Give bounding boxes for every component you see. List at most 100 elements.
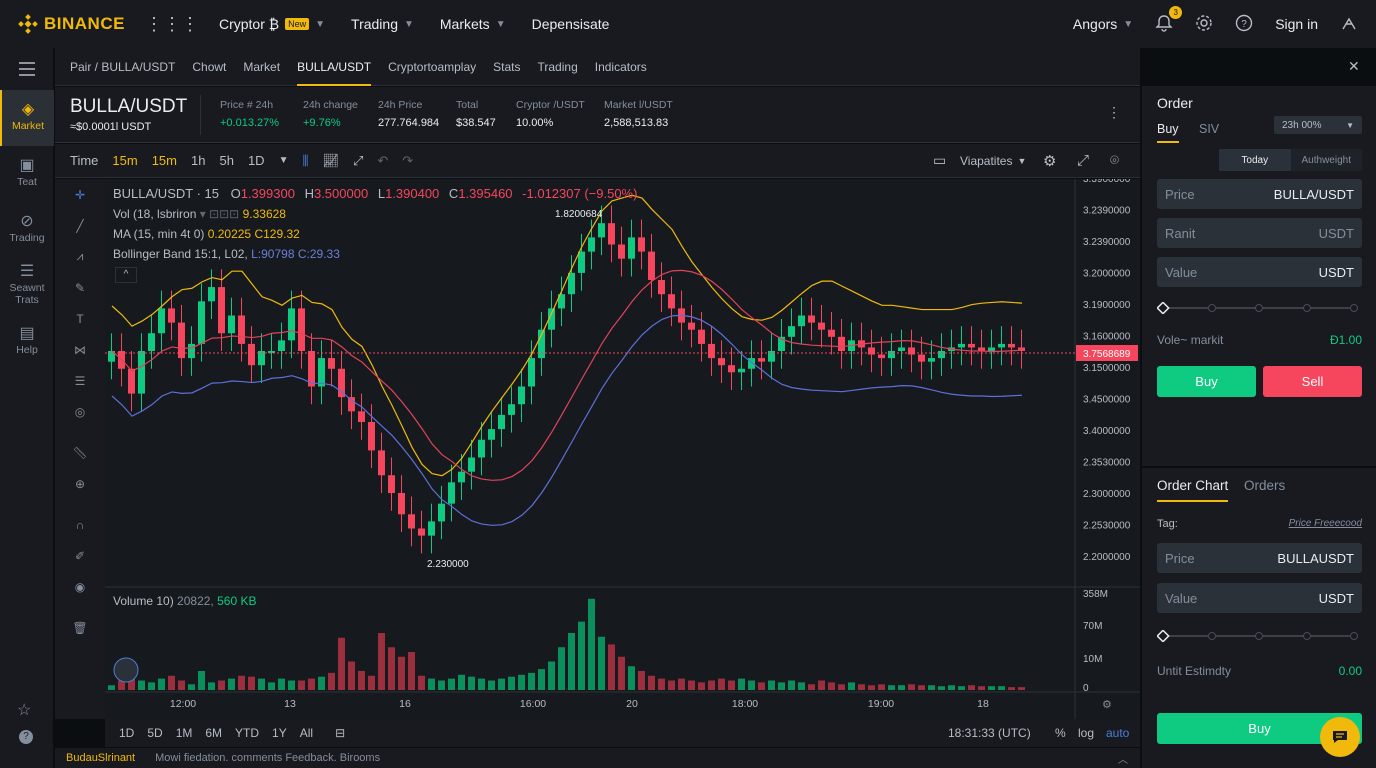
hamburger-menu-icon[interactable] (0, 48, 54, 90)
candle-body (348, 397, 355, 412)
nav-trading[interactable]: Trading ▼ (351, 16, 414, 32)
date-range-icon[interactable]: ⊟ (335, 726, 346, 740)
notification-bell-icon[interactable]: 3 (1155, 5, 1183, 35)
tab-trading[interactable]: Trading (537, 59, 578, 74)
fib-icon[interactable]: ⩘ (76, 249, 84, 263)
order-value-field[interactable]: Value USDT (1157, 257, 1362, 287)
volume-bar (968, 685, 975, 690)
order-amount-slider[interactable] (1157, 302, 1362, 314)
market-icon: ◈ (21, 101, 35, 118)
expand-icon[interactable]: ⤢ (1077, 152, 1090, 169)
close-icon[interactable]: ✕ (1348, 58, 1360, 74)
order-tab-siv[interactable]: SIV (1199, 122, 1220, 136)
undo-icon[interactable]: ↶ (377, 152, 389, 168)
brush-icon[interactable]: ✎ (74, 280, 86, 295)
camera-icon[interactable]: ⌾ (1110, 152, 1120, 169)
order-tab-buy[interactable]: Buy (1157, 122, 1179, 143)
brand-logo[interactable]: BINANCE (18, 14, 125, 34)
pattern-icon[interactable]: ⋈ (74, 342, 86, 357)
tab-order-chart[interactable]: Order Chart (1157, 478, 1229, 502)
nav-cryptor[interactable]: Cryptor ₿ New ▼ (219, 16, 325, 32)
chart-value-field[interactable]: Value USDT (1157, 583, 1362, 613)
tab-market[interactable]: Market (243, 59, 281, 74)
question-icon[interactable]: ? (19, 730, 33, 744)
target-icon[interactable]: ◎ (74, 404, 86, 419)
range-1d[interactable]: 1D (119, 726, 135, 740)
tab-chowt[interactable]: Chowt (192, 59, 227, 74)
chart-amount-slider[interactable] (1157, 630, 1362, 642)
buy-button[interactable]: Buy (1157, 366, 1256, 397)
tab-indicators[interactable]: Indicators (594, 59, 647, 74)
order-period-select[interactable]: 23h 00% ▼ (1274, 116, 1362, 134)
chart-canvas[interactable]: 3.3900000 3.2390000 3.2390000 3.2000000 3.19… (105, 179, 1140, 719)
collapse-legend-icon[interactable]: ^ (115, 267, 137, 283)
nav-depensisate[interactable]: Depensisate (532, 16, 610, 32)
star-icon[interactable]: ☆ (17, 702, 32, 719)
chart-price-field[interactable]: Price BULLAUSDT (1157, 543, 1362, 573)
range-5d[interactable]: 5D (147, 726, 163, 740)
chevron-up-icon[interactable]: ︿ (1118, 754, 1128, 766)
bb-legend: Bollinger Band 15:1, L02, L:90798 C:29.3… (113, 247, 340, 261)
chat-support-icon[interactable] (1320, 717, 1360, 757)
language-selector[interactable]: Angors ▼ (1073, 16, 1133, 32)
order-ranit-field[interactable]: Ranit USDT (1157, 218, 1362, 248)
nav-markets[interactable]: Markets ▼ (440, 16, 506, 32)
price-chart[interactable]: 3.3900000 3.2390000 3.2390000 3.2000000 3.19… (105, 179, 1140, 719)
help-circle-icon[interactable]: ? (1235, 14, 1253, 35)
toggle-today[interactable]: Today (1219, 149, 1291, 171)
fullscreen-icon[interactable]: ⤢ (352, 152, 364, 168)
tab-pair[interactable]: Pair / BULLA/USDT (70, 59, 176, 74)
order-price-field[interactable]: Price BULLA/USDT (1157, 179, 1362, 209)
percent-toggle[interactable]: % (1055, 726, 1066, 740)
interval-1h[interactable]: 1h (191, 153, 206, 168)
trash-icon[interactable]: 🗑︎ (72, 620, 88, 635)
sell-button[interactable]: Sell (1263, 366, 1362, 397)
sidebar-item-trading[interactable]: ⊘ Trading (0, 202, 54, 258)
layout-square-icon[interactable]: ▭ (933, 152, 947, 168)
auto-toggle[interactable]: auto (1106, 726, 1130, 740)
chart-settings-icon[interactable]: ⚙ (1043, 152, 1057, 170)
user-profile-icon[interactable] (1340, 14, 1358, 35)
ruler-icon[interactable]: 📏︎ (72, 445, 88, 460)
footer-brand[interactable]: BudauSlrinant (66, 752, 136, 764)
prediction-icon[interactable]: ☰ (74, 373, 86, 388)
text-tool-icon[interactable]: T (76, 311, 84, 326)
footer-links[interactable]: Mowi fiedation. comments Feedback. Biroo… (155, 752, 381, 764)
utc-clock[interactable]: 18:31:33 (UTC) (948, 726, 1031, 740)
interval-15m-b[interactable]: 15m (151, 153, 177, 168)
settings-gear-icon[interactable] (1195, 14, 1213, 35)
sign-in-link[interactable]: Sign in (1275, 16, 1318, 32)
candles-icon[interactable]: ⫼ (302, 152, 309, 168)
tab-stats[interactable]: Stats (493, 59, 521, 74)
interval-1d[interactable]: 1D (247, 153, 265, 168)
tab-orders[interactable]: Orders (1244, 478, 1286, 493)
sidebar-item-teat[interactable]: ▣ Teat (0, 146, 54, 202)
interval-15m-a[interactable]: 15m (112, 153, 138, 168)
zoom-icon[interactable]: ⊕ (74, 476, 86, 491)
range-all[interactable]: All (299, 726, 314, 740)
toggle-authweight[interactable]: Authweight (1301, 154, 1351, 166)
more-vertical-icon[interactable]: ⋮ (1107, 104, 1121, 120)
tab-bulla-usdt[interactable]: BULLA/USDT (297, 48, 372, 86)
range-1m[interactable]: 1M (175, 726, 193, 740)
range-ytd[interactable]: YTD (235, 726, 260, 740)
log-toggle[interactable]: log (1078, 726, 1095, 740)
tab-cryptortoamplay[interactable]: Cryptortoamplay (388, 59, 477, 74)
range-1y[interactable]: 1Y (272, 726, 287, 740)
magnet-icon[interactable]: ∩ (75, 517, 85, 532)
tag-link[interactable]: Price Freeecood (1288, 518, 1362, 529)
lock-pen-icon[interactable]: ✐ (74, 548, 86, 563)
indicators-icon[interactable]: 📈︎ (322, 152, 339, 168)
template-selector[interactable]: Viapatites ▼ (960, 154, 1026, 168)
interval-5h[interactable]: 5h (219, 153, 234, 168)
sidebar-item-seawnt-trats[interactable]: ☰ Seawnt Trats (0, 258, 54, 314)
trendline-icon[interactable]: ╱ (76, 218, 84, 233)
sidebar-item-market[interactable]: ◈ Market (0, 90, 54, 146)
range-6m[interactable]: 6M (205, 726, 223, 740)
chevron-down-icon[interactable]: ▼ (278, 155, 289, 166)
sidebar-item-help[interactable]: ▤ Help (0, 314, 54, 370)
apps-grid-icon[interactable]: ⋮⋮⋮ (144, 13, 199, 34)
eye-icon[interactable]: ◉ (74, 579, 86, 594)
crosshair-icon[interactable]: ✛ (74, 187, 86, 202)
redo-icon[interactable]: ↷ (402, 152, 414, 168)
